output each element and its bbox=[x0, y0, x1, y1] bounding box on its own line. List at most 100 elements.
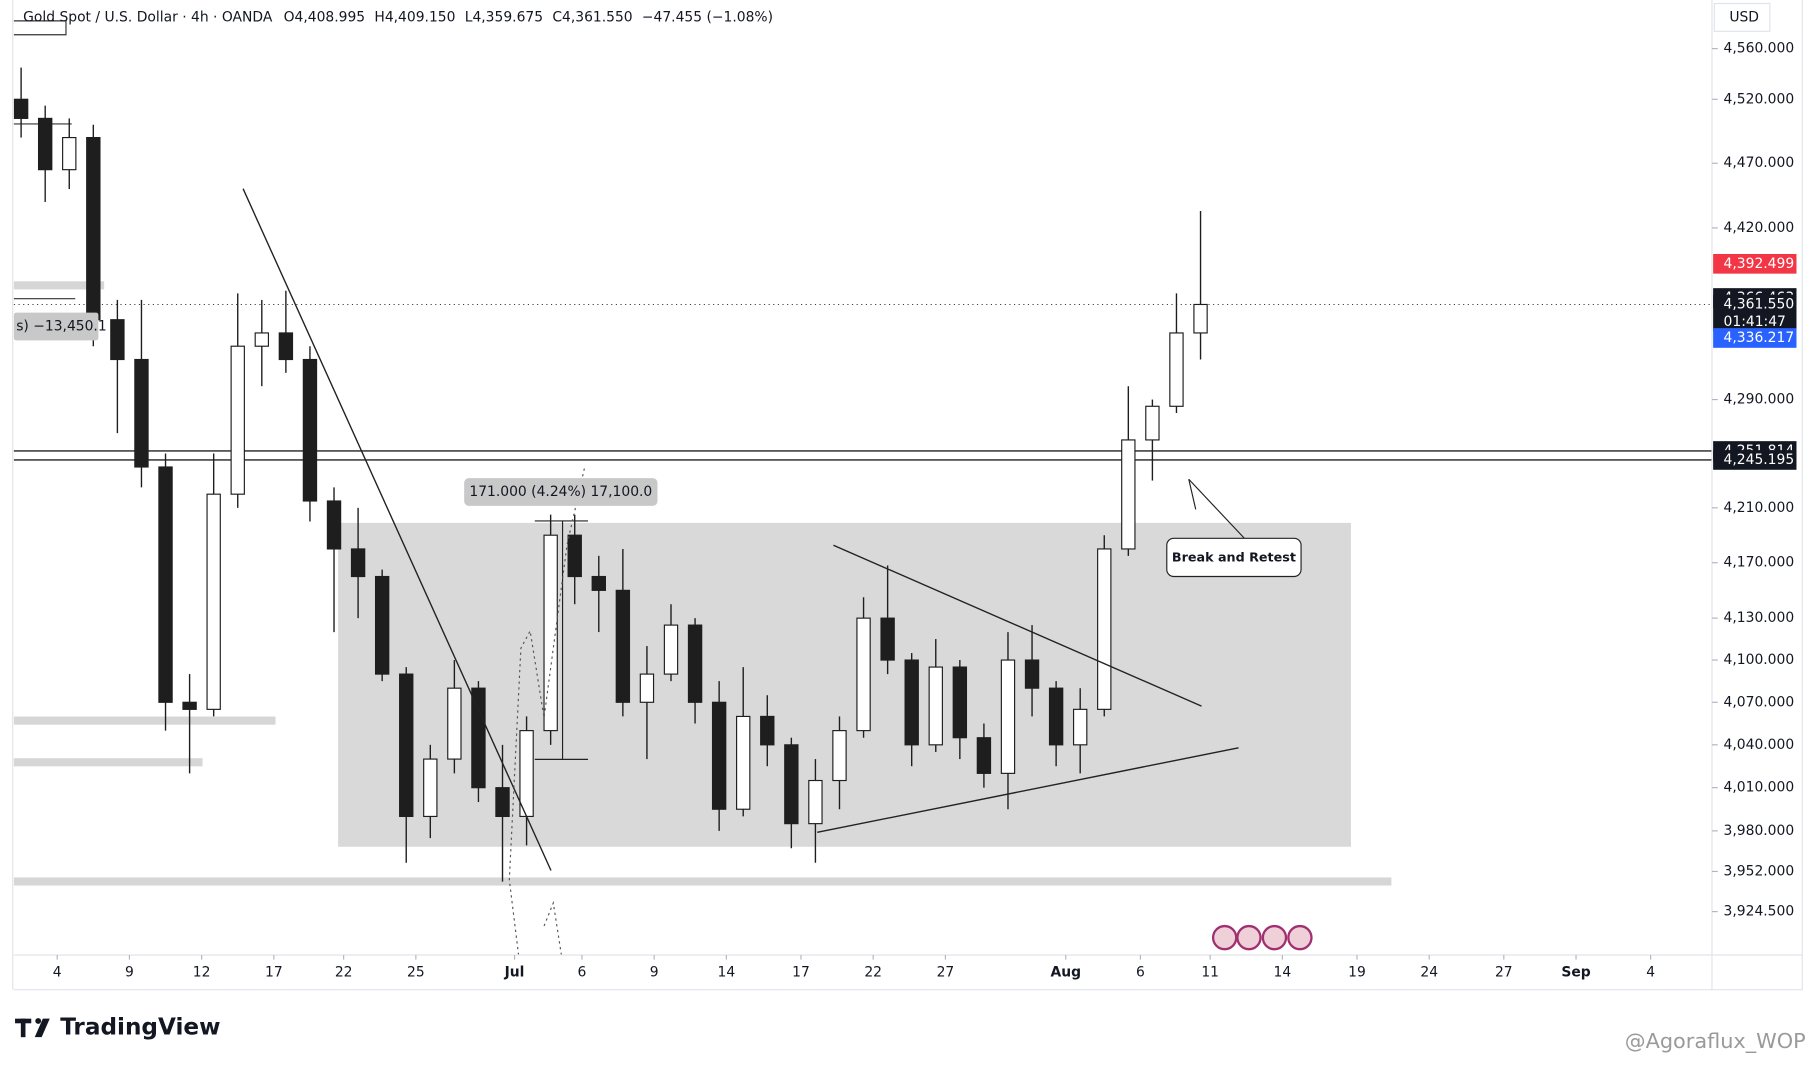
level-label-box bbox=[1713, 450, 1797, 470]
x-tick-label: 14 bbox=[718, 964, 736, 980]
candle-body bbox=[326, 500, 342, 550]
candle-body bbox=[1169, 332, 1184, 407]
y-tick-label: 4,100.000 bbox=[1724, 652, 1795, 668]
projection bbox=[543, 900, 562, 956]
brand: ⁠ TradingView @Agoraflux_WOP bbox=[15, 1014, 1806, 1054]
annotation-arrow bbox=[1188, 479, 1197, 510]
y-tick-label: 4,070.000 bbox=[1724, 694, 1795, 710]
indicator-box bbox=[13, 312, 99, 341]
x-tick-label: 17 bbox=[792, 964, 810, 980]
candle-body bbox=[182, 701, 197, 710]
axes: 4,560.000 4,520.000 4,470.000 4,420.000 4,29… bbox=[53, 41, 1797, 980]
x-tick-label: Jul bbox=[504, 964, 525, 980]
trend-line bbox=[833, 544, 1202, 707]
y-tick-label: 3,952.000 bbox=[1724, 863, 1795, 879]
candle-body bbox=[423, 758, 438, 818]
candles bbox=[13, 67, 1208, 882]
level-label-box bbox=[1713, 328, 1797, 348]
x-tick-label: 14 bbox=[1274, 964, 1292, 980]
x-tick-label: 24 bbox=[1420, 964, 1438, 980]
candle-body bbox=[928, 666, 943, 746]
candle-body bbox=[687, 624, 703, 703]
candle-body bbox=[591, 575, 606, 591]
level-label: 4,361.550 bbox=[1724, 296, 1795, 312]
event-icon[interactable] bbox=[1287, 924, 1313, 951]
candle-body bbox=[1048, 687, 1064, 746]
grid-layer bbox=[13, 304, 1712, 461]
y-tick-label: 3,924.500 bbox=[1724, 904, 1795, 920]
x-tick-label: 17 bbox=[265, 964, 283, 980]
candle-body bbox=[37, 117, 53, 171]
candle-body bbox=[952, 666, 968, 739]
projection bbox=[508, 467, 586, 956]
candle-body bbox=[639, 673, 655, 703]
legend-frame bbox=[13, 20, 67, 36]
brand-name: TradingView bbox=[60, 1014, 220, 1040]
candle-body bbox=[760, 715, 775, 746]
candle-body bbox=[254, 332, 270, 347]
candle-body bbox=[86, 136, 101, 321]
ohlc-value: O4,408.995 bbox=[284, 9, 366, 25]
level-label-box bbox=[1713, 294, 1797, 332]
candle-body bbox=[230, 345, 245, 495]
x-tick-label: 22 bbox=[335, 964, 353, 980]
candle-body bbox=[519, 730, 534, 818]
events bbox=[1211, 924, 1313, 951]
watermark: @Agoraflux_WOP bbox=[1625, 1029, 1806, 1054]
candle-body bbox=[784, 744, 799, 825]
x-tick-label: 4 bbox=[1646, 964, 1655, 980]
candle-body bbox=[134, 358, 149, 468]
candle-body bbox=[1072, 708, 1088, 746]
candle-body bbox=[206, 493, 221, 710]
candle-body bbox=[1193, 303, 1208, 334]
candle-body bbox=[736, 715, 751, 810]
x-tick-label: 25 bbox=[407, 964, 425, 980]
symbol-title: Gold Spot / U.S. Dollar · 4h · OANDA bbox=[23, 9, 273, 25]
header: Gold Spot / U.S. Dollar · 4h · OANDA O4,… bbox=[23, 9, 773, 25]
y-tick-label: 4,560.000 bbox=[1724, 41, 1795, 57]
event-icon[interactable] bbox=[1211, 924, 1238, 951]
ohlc-value: H4,409.150 bbox=[374, 9, 455, 25]
candle-body bbox=[350, 548, 366, 578]
y-tick-label: 4,010.000 bbox=[1724, 780, 1795, 796]
y-tick-label: 4,130.000 bbox=[1724, 610, 1795, 626]
candle-body bbox=[158, 466, 173, 703]
level-label: 4,336.217 bbox=[1724, 330, 1795, 346]
candle-body bbox=[976, 737, 992, 774]
x-tick-label: 9 bbox=[650, 964, 659, 980]
candle-body bbox=[856, 617, 871, 732]
y-tick-label: 3,980.000 bbox=[1724, 823, 1795, 839]
trend-line bbox=[242, 188, 552, 871]
candle-body bbox=[495, 787, 510, 818]
candle-body bbox=[880, 617, 895, 661]
y-tick-label: 4,170.000 bbox=[1724, 555, 1795, 571]
y-tick-label: 4,040.000 bbox=[1724, 737, 1795, 753]
x-tick-label: 27 bbox=[937, 964, 955, 980]
currency-box[interactable] bbox=[1713, 2, 1771, 32]
candle-body bbox=[110, 319, 125, 361]
level-label-box bbox=[1713, 253, 1797, 274]
candle-body bbox=[711, 701, 727, 810]
band bbox=[13, 758, 203, 767]
x-tick-label: 27 bbox=[1495, 964, 1513, 980]
x-tick-label: 12 bbox=[193, 964, 211, 980]
candle-body bbox=[904, 659, 919, 746]
band bbox=[13, 716, 276, 725]
y-tick-label: 4,470.000 bbox=[1724, 155, 1795, 171]
event-icon[interactable] bbox=[1236, 924, 1262, 951]
x-tick-label: Aug bbox=[1050, 964, 1081, 980]
event-icon[interactable] bbox=[1261, 924, 1288, 951]
candle-body bbox=[808, 779, 823, 825]
x-tick-label: 9 bbox=[125, 964, 134, 980]
logo-shape bbox=[20, 1018, 26, 1038]
x-tick-label: 11 bbox=[1201, 964, 1219, 980]
candle-body bbox=[399, 673, 414, 818]
drawings: 171.000 (4.24%) 17,100.0 Break and Retes… bbox=[13, 188, 1313, 956]
trend-line bbox=[817, 747, 1239, 833]
x-tick-label: 4 bbox=[53, 964, 62, 980]
y-tick-label: 4,210.000 bbox=[1724, 500, 1795, 516]
candle-body bbox=[567, 534, 582, 578]
x-tick-label: 6 bbox=[1136, 964, 1145, 980]
